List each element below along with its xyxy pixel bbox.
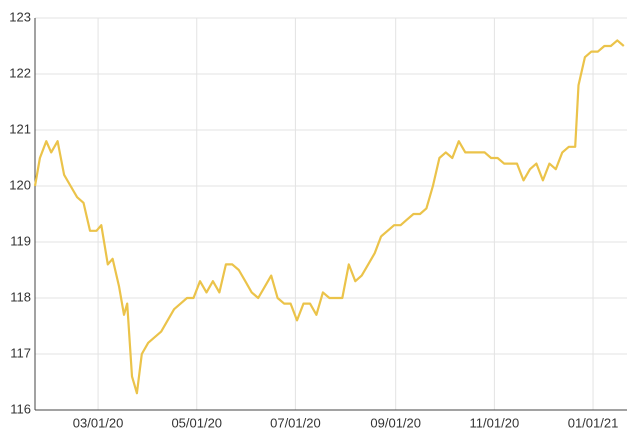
y-tick-label: 122	[9, 65, 31, 80]
y-tick-label: 117	[10, 345, 31, 360]
x-tick-label: 11/01/20	[470, 415, 520, 430]
x-tick-label: 03/01/20	[73, 415, 124, 430]
y-tick-label: 120	[9, 177, 31, 192]
x-tick-label: 09/01/20	[370, 415, 421, 430]
y-tick-label: 116	[10, 401, 31, 416]
x-tick-label: 01/01/21	[568, 415, 619, 430]
x-tick-label: 07/01/20	[270, 415, 321, 430]
x-tick-label: 05/01/20	[171, 415, 222, 430]
y-tick-label: 119	[10, 233, 31, 248]
y-tick-label: 121	[9, 121, 31, 136]
y-tick-label: 123	[9, 9, 31, 24]
y-tick-label: 118	[10, 289, 31, 304]
line	[33, 39, 625, 395]
